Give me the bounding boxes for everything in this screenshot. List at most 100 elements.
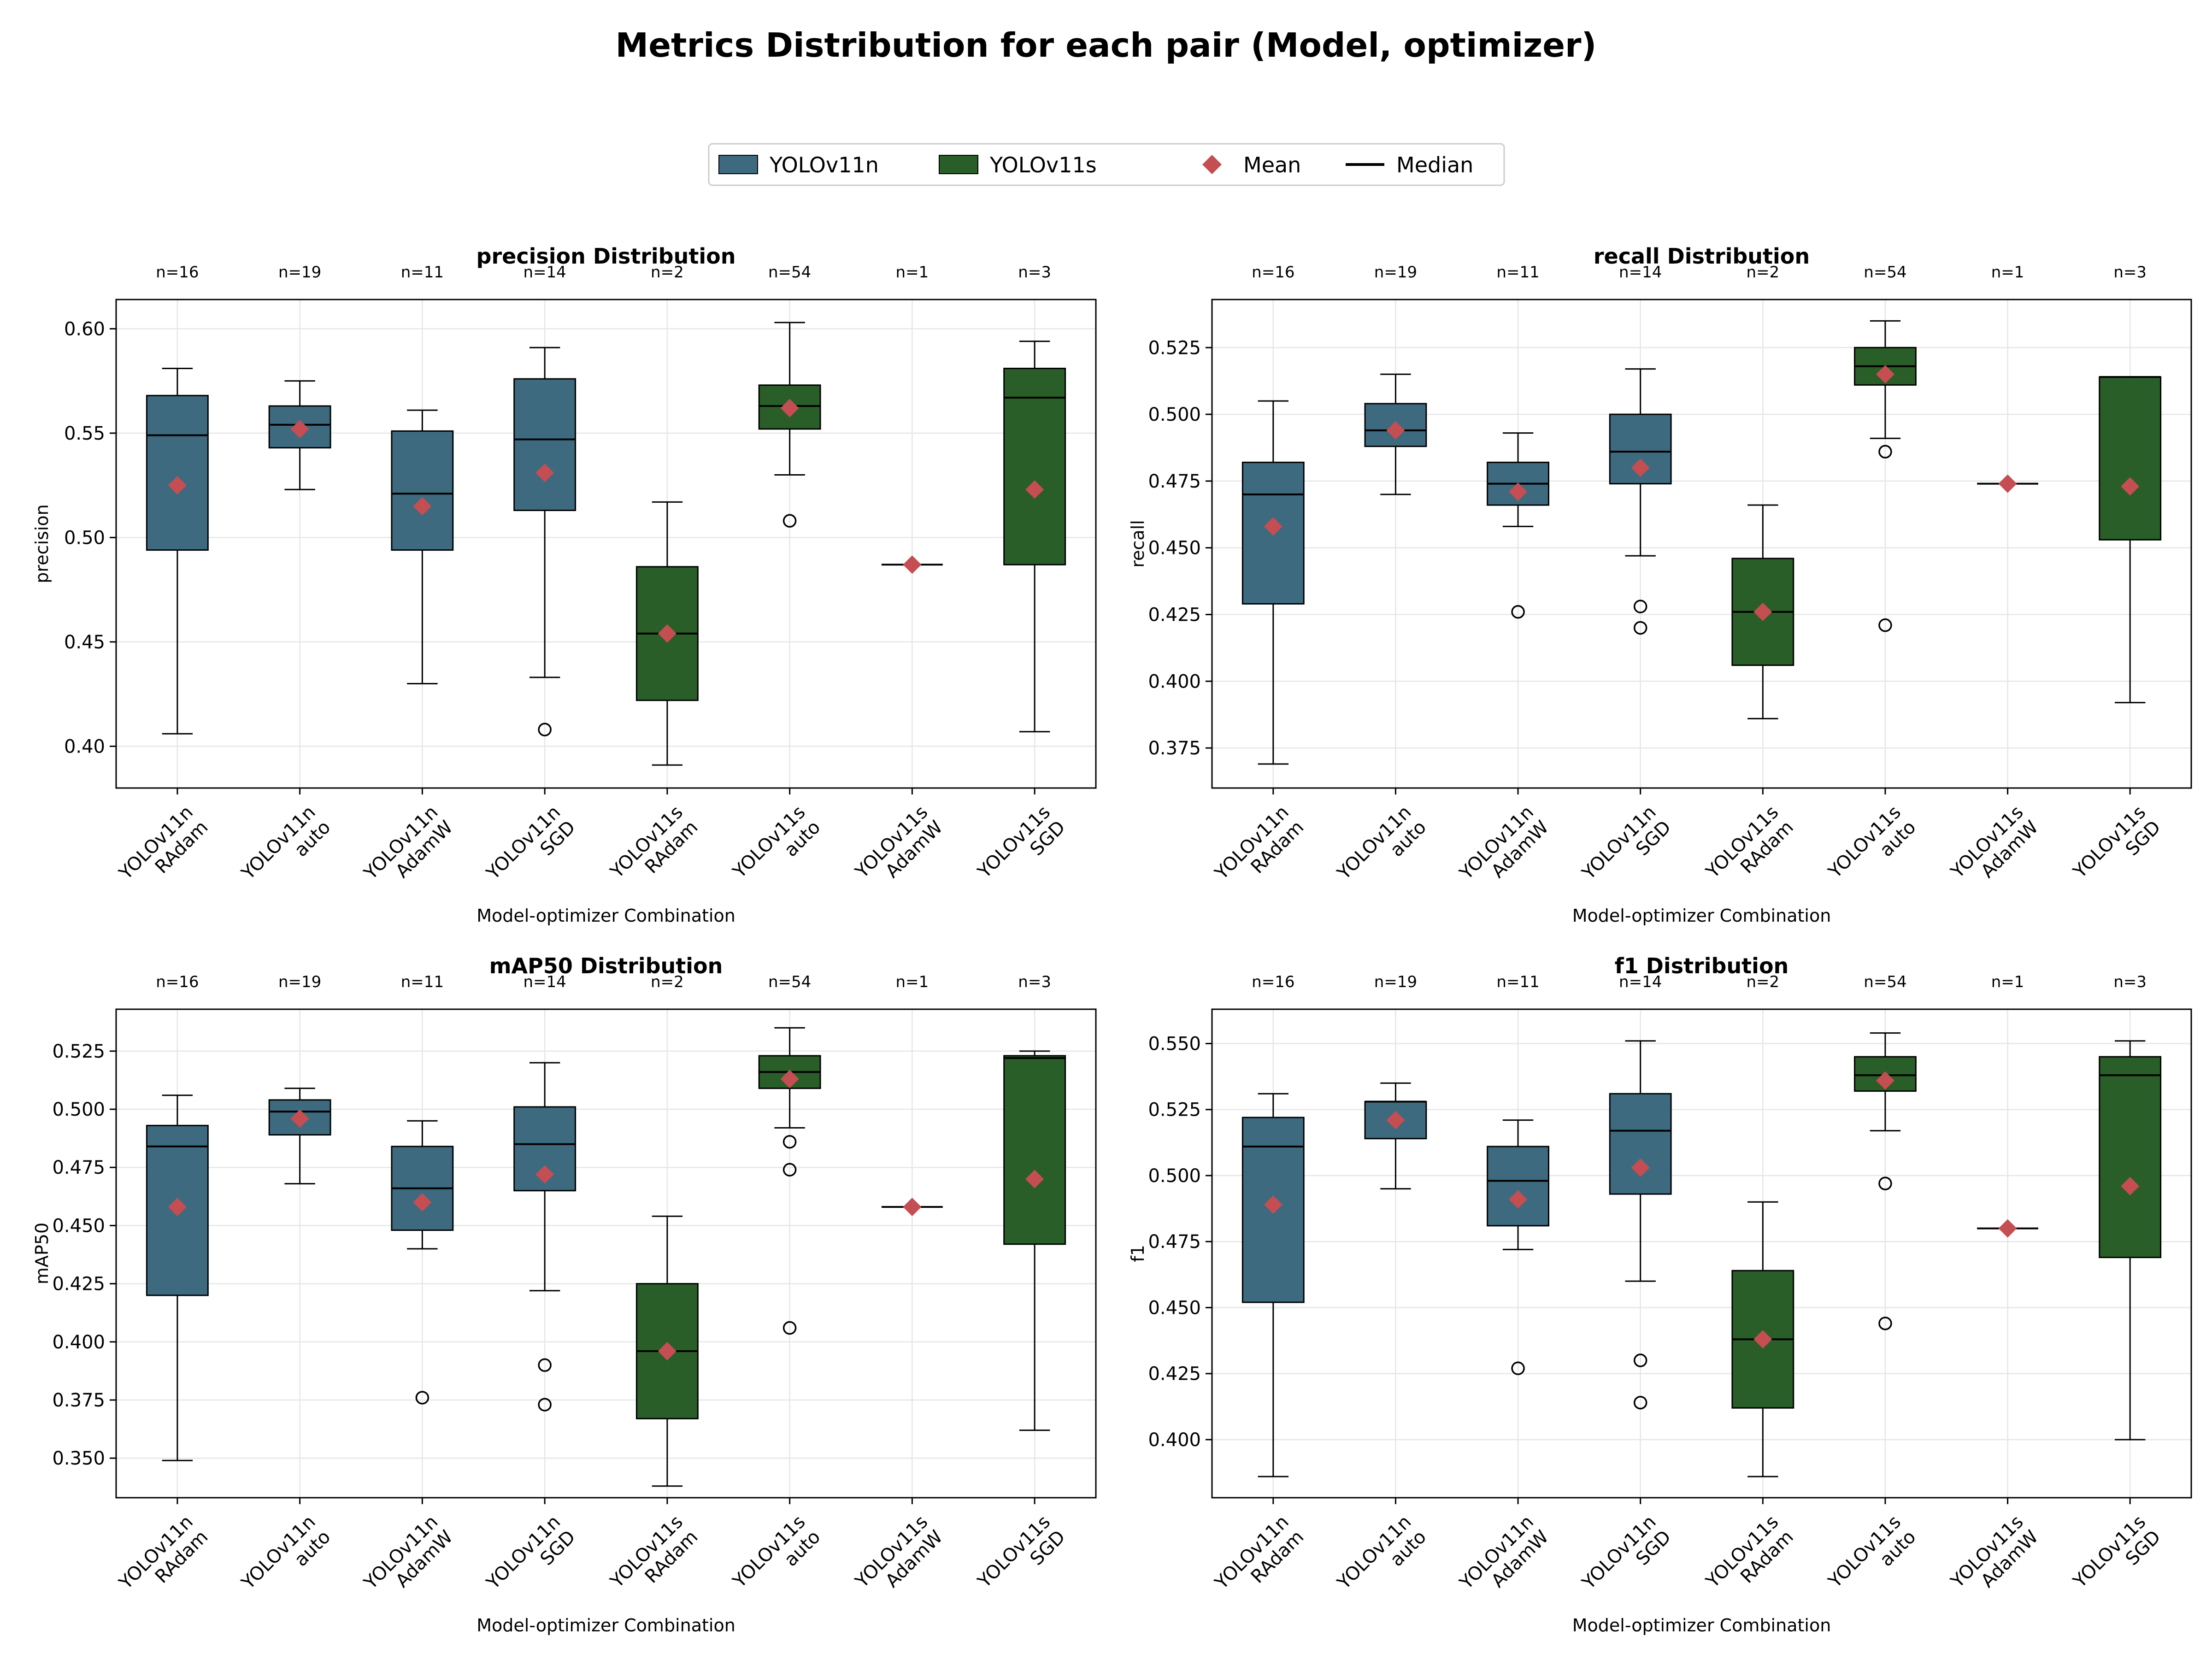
legend-item-mean: Mean [1202,153,1301,177]
y-tick-label: 0.475 [1148,471,1201,492]
y-axis-label: precision [32,504,52,583]
y-tick-label: 0.350 [52,1448,105,1469]
y-tick-label: 0.60 [64,318,105,340]
box-yolov11s-adamw: n=1 [881,263,943,574]
box-yolov11s-auto: n=54 [1854,263,1917,632]
sample-count-label: n=11 [401,263,444,282]
outlier-point [538,1398,552,1412]
mean-marker [290,419,309,438]
sample-count-label: n=54 [1864,973,1906,991]
sample-count-label: n=54 [1864,263,1906,282]
y-tick-label: 0.425 [1148,604,1201,625]
y-tick-label: 0.400 [52,1332,105,1353]
box-yolov11n-sgd: n=14 [513,263,577,736]
mean-marker [1025,1170,1044,1188]
box-yolov11s-radam: n=2 [1731,973,1794,1477]
y-axis-label: mAP50 [32,1223,52,1284]
box-iqr [1003,367,1066,565]
legend-label: YOLOv11s [989,153,1097,177]
mean-marker [2121,1177,2140,1195]
mean-marker [413,497,432,516]
mean-marker [1386,421,1405,440]
box-yolov11n-sgd: n=14 [1609,973,1672,1410]
sample-count-label: n=3 [1018,973,1051,991]
sample-count-label: n=2 [651,263,684,282]
legend-frame [708,143,1505,186]
mean-marker [290,1109,309,1128]
y-tick-label: 0.475 [1148,1231,1201,1253]
outlier-point [538,1358,552,1372]
y-tick-label: 0.450 [52,1215,105,1236]
box-yolov11n-radam: n=16 [146,973,209,1461]
panel-title: mAP50 Distribution [489,953,723,978]
outlier-point [782,1163,797,1177]
y-axis-label: recall [1128,520,1148,567]
y-tick-label: 0.40 [64,736,105,757]
mean-marker [1876,365,1894,384]
box-iqr [391,430,454,551]
mean-marker [1509,482,1528,501]
box-iqr [2099,1056,2162,1259]
sample-count-label: n=14 [1619,263,1662,282]
mean-marker [1386,1111,1405,1130]
sample-count-label: n=3 [2113,263,2147,282]
y-tick-label: 0.525 [1148,337,1201,359]
outlier-point [1633,1353,1647,1367]
mean-marker [1998,1219,2017,1238]
mean-marker [1025,480,1044,499]
box-yolov11s-auto: n=54 [758,263,821,528]
box-yolov11n-adamw: n=11 [1487,263,1549,619]
axes-frame [1211,299,2192,789]
outlier-point [1511,605,1525,619]
legend-diamond-marker [1202,155,1222,174]
box-yolov11s-sgd: n=3 [2099,973,2162,1441]
sample-count-label: n=14 [1619,973,1662,991]
legend-swatch [939,155,978,174]
y-tick-label: 0.50 [64,527,105,548]
legend-label: Median [1396,153,1473,177]
box-yolov11n-auto: n=19 [1364,263,1427,495]
outlier-point [782,514,797,528]
box-yolov11n-sgd: n=14 [1609,263,1672,635]
y-tick-label: 0.375 [1148,738,1201,759]
box-yolov11s-sgd: n=3 [1003,263,1066,733]
legend: YOLOv11n YOLOv11s Mean Median [708,143,1505,186]
y-tick-label: 0.450 [1148,538,1201,559]
mean-marker [1753,1330,1772,1349]
panel-title: precision Distribution [477,244,736,269]
sample-count-label: n=19 [1374,973,1417,991]
x-axis-label: Model-optimizer Combination [1572,906,1831,926]
box-iqr [146,394,209,551]
box-yolov11n-sgd: n=14 [513,973,577,1412]
sample-count-label: n=19 [1374,263,1417,282]
outlier-point [1878,1177,1892,1190]
mean-marker [1264,517,1282,536]
box-yolov11s-auto: n=54 [758,973,821,1335]
mean-marker [168,476,187,495]
box-iqr [1003,1055,1066,1245]
outlier-point [782,1321,797,1335]
sample-count-label: n=2 [1746,973,1779,991]
box-yolov11s-sgd: n=3 [1003,973,1066,1431]
outlier-point [1878,1317,1892,1330]
y-tick-label: 0.500 [52,1099,105,1120]
y-tick-label: 0.450 [1148,1297,1201,1318]
mean-marker [168,1198,187,1217]
axes-frame [1211,1008,2192,1499]
sample-count-label: n=11 [1496,263,1539,282]
box-yolov11n-adamw: n=11 [1487,973,1549,1375]
box-iqr [513,378,577,512]
mean-marker [2121,477,2140,496]
y-tick-label: 0.400 [1148,671,1201,692]
sample-count-label: n=1 [896,973,929,991]
sample-count-label: n=16 [156,263,199,282]
outlier-point [782,1135,797,1149]
sample-count-label: n=16 [156,973,199,991]
box-yolov11s-adamw: n=1 [1977,973,2038,1238]
outlier-point [538,723,552,736]
box-iqr [1487,1146,1549,1227]
outlier-point [1511,1361,1525,1375]
box-yolov11s-auto: n=54 [1854,973,1917,1330]
sample-count-label: n=2 [651,973,684,991]
